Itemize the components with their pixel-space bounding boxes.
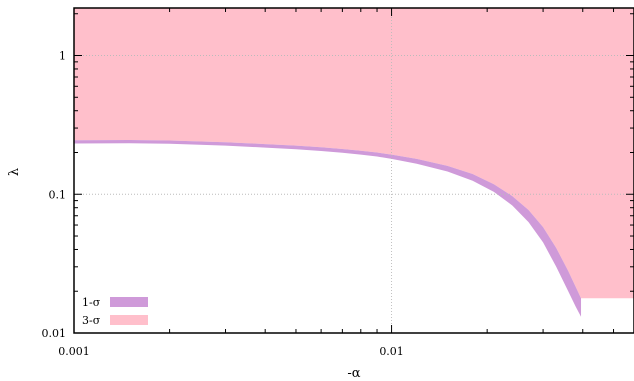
x-tick-label: 0.01 [379,345,404,358]
y-tick-label: 0.1 [49,188,67,201]
area-three-sigma [74,8,634,299]
legend-swatch [110,297,148,307]
y-tick-label: 1 [59,50,66,63]
y-tick-label: 0.01 [42,327,67,340]
legend-swatch [110,315,148,325]
legend: 1-σ3-σ [82,296,148,327]
plot-frame [73,7,634,334]
y-axis-label: λ [7,168,22,176]
x-axis-label: -α [347,366,360,381]
legend-label: 1-σ [82,296,101,309]
legend-label: 3-σ [82,314,101,327]
plot-areas [74,8,634,317]
tick-labels: 0.001 0.01 0.01 0.1 1 [42,50,404,358]
x-tick-label: 0.001 [58,345,90,358]
grid-lines [74,8,634,333]
